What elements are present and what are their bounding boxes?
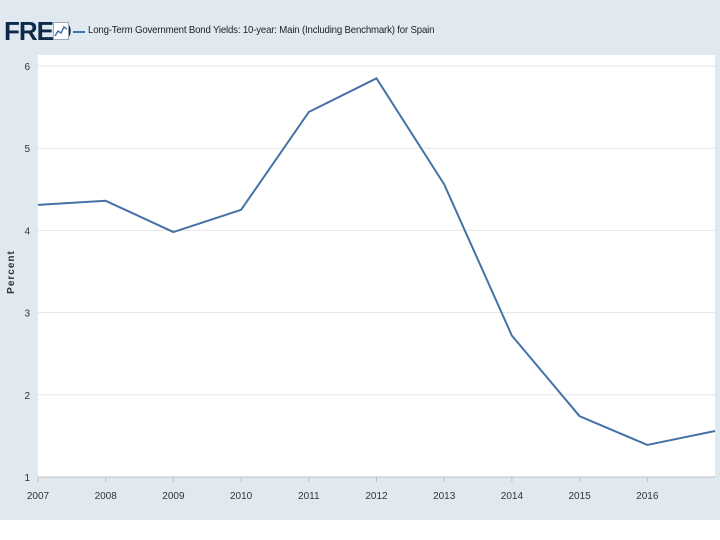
series-line[interactable] bbox=[37, 77, 716, 446]
data-point[interactable] bbox=[712, 428, 718, 434]
y-axis-label: Percent bbox=[6, 250, 17, 294]
axes bbox=[37, 476, 715, 482]
y-tick-label: 3 bbox=[24, 309, 30, 320]
x-tick-labels: 2007 2008 2009 2010 2011 2012 2013 2014 2015 2016 bbox=[27, 491, 659, 502]
x-tick-label: 2012 bbox=[365, 491, 388, 502]
data-point[interactable] bbox=[170, 229, 176, 235]
data-point[interactable] bbox=[103, 198, 109, 204]
data-point[interactable] bbox=[577, 413, 583, 419]
x-tick-label: 2008 bbox=[95, 491, 118, 502]
data-point[interactable] bbox=[441, 181, 447, 187]
y-tick-label: 4 bbox=[24, 226, 30, 237]
graph-icon bbox=[53, 22, 69, 40]
legend-swatch bbox=[73, 31, 85, 33]
y-tick-labels: 1 2 3 4 5 6 bbox=[24, 62, 30, 484]
y-tick-label: 5 bbox=[24, 144, 30, 155]
x-tick-label: 2010 bbox=[230, 491, 253, 502]
x-tick-label: 2016 bbox=[636, 491, 659, 502]
y-tick-label: 1 bbox=[24, 473, 30, 484]
data-point[interactable] bbox=[306, 109, 312, 115]
data-point[interactable] bbox=[509, 333, 515, 339]
x-tick-label: 2015 bbox=[568, 491, 591, 502]
y-tick-label: 6 bbox=[24, 62, 30, 73]
data-point[interactable] bbox=[238, 207, 244, 213]
x-tick-label: 2014 bbox=[501, 491, 524, 502]
data-point[interactable] bbox=[35, 202, 41, 208]
chart-header: FRED Long-Term Government Bond Yields: 1… bbox=[0, 0, 720, 52]
x-tick-label: 2009 bbox=[162, 491, 185, 502]
y-tick-label: 2 bbox=[24, 391, 30, 402]
data-point[interactable] bbox=[644, 442, 650, 448]
series-layer bbox=[35, 75, 718, 448]
data-point[interactable] bbox=[374, 75, 380, 81]
series-title: Long-Term Government Bond Yields: 10-yea… bbox=[88, 24, 435, 36]
x-tick-label: 2013 bbox=[433, 491, 456, 502]
chart-frame: FRED Long-Term Government Bond Yields: 1… bbox=[0, 0, 720, 520]
plot-background bbox=[38, 55, 715, 477]
x-tick-label: 2011 bbox=[298, 491, 320, 502]
x-tick-label: 2007 bbox=[27, 491, 50, 502]
